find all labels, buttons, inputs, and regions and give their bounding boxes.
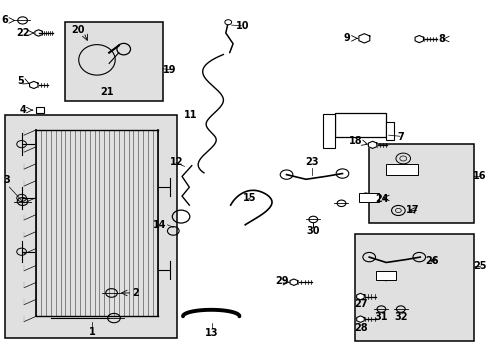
Bar	[386, 164, 417, 175]
Bar	[354, 234, 473, 341]
Text: 20: 20	[71, 25, 84, 35]
Text: 7: 7	[397, 132, 404, 142]
Text: 16: 16	[472, 171, 485, 181]
Polygon shape	[35, 30, 42, 36]
Text: 6: 6	[1, 15, 8, 26]
Text: 17: 17	[406, 206, 419, 216]
Polygon shape	[289, 279, 297, 285]
Text: 21: 21	[100, 87, 113, 97]
Text: 22: 22	[16, 28, 30, 38]
Text: 9: 9	[343, 33, 350, 43]
Polygon shape	[356, 316, 364, 322]
Text: 1: 1	[88, 327, 95, 337]
Bar	[65, 22, 163, 101]
Text: 4: 4	[19, 105, 26, 115]
Polygon shape	[29, 81, 38, 89]
Bar	[4, 116, 177, 338]
Text: 15: 15	[243, 193, 256, 203]
Text: 26: 26	[425, 256, 438, 266]
Text: 29: 29	[275, 276, 288, 286]
Polygon shape	[358, 34, 369, 43]
Text: 2: 2	[132, 288, 139, 298]
Bar	[368, 144, 473, 223]
Polygon shape	[356, 293, 364, 300]
Text: 18: 18	[348, 136, 362, 146]
Text: 8: 8	[438, 34, 445, 44]
Text: 25: 25	[472, 261, 485, 271]
Polygon shape	[367, 141, 376, 148]
Text: 30: 30	[306, 226, 319, 236]
Bar	[359, 193, 378, 202]
Text: 12: 12	[169, 157, 183, 167]
Text: 32: 32	[393, 312, 407, 322]
Bar	[323, 114, 334, 148]
Text: 23: 23	[305, 157, 319, 167]
Bar	[376, 271, 395, 280]
Text: 14: 14	[153, 220, 166, 230]
Text: 31: 31	[374, 312, 387, 322]
Text: 11: 11	[183, 111, 197, 121]
Text: 13: 13	[205, 328, 219, 338]
Bar	[334, 113, 386, 137]
Text: 28: 28	[353, 323, 367, 333]
Circle shape	[224, 20, 231, 25]
Bar	[36, 107, 44, 113]
Text: 10: 10	[236, 21, 249, 31]
Text: 19: 19	[163, 64, 176, 75]
Text: 27: 27	[353, 299, 367, 309]
Text: 5: 5	[17, 76, 23, 86]
Text: 24: 24	[375, 194, 388, 204]
Text: 3: 3	[3, 175, 10, 185]
Bar	[386, 122, 393, 140]
Polygon shape	[414, 36, 423, 42]
